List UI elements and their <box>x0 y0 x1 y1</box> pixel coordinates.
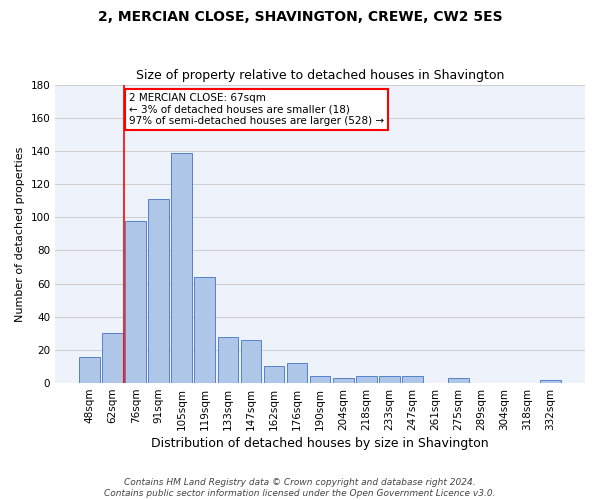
Bar <box>102 334 123 383</box>
Bar <box>125 220 146 383</box>
Text: 2 MERCIAN CLOSE: 67sqm
← 3% of detached houses are smaller (18)
97% of semi-deta: 2 MERCIAN CLOSE: 67sqm ← 3% of detached … <box>129 93 384 126</box>
Bar <box>310 376 331 383</box>
Bar <box>287 363 307 383</box>
Bar <box>79 356 100 383</box>
Bar <box>402 376 422 383</box>
Bar <box>194 277 215 383</box>
Bar <box>356 376 377 383</box>
Bar <box>333 378 353 383</box>
Text: 2, MERCIAN CLOSE, SHAVINGTON, CREWE, CW2 5ES: 2, MERCIAN CLOSE, SHAVINGTON, CREWE, CW2… <box>98 10 502 24</box>
Title: Size of property relative to detached houses in Shavington: Size of property relative to detached ho… <box>136 69 504 82</box>
Bar <box>379 376 400 383</box>
Bar <box>241 340 262 383</box>
Bar <box>172 152 192 383</box>
Text: Contains HM Land Registry data © Crown copyright and database right 2024.
Contai: Contains HM Land Registry data © Crown c… <box>104 478 496 498</box>
Bar <box>263 366 284 383</box>
Bar <box>218 336 238 383</box>
Bar <box>540 380 561 383</box>
X-axis label: Distribution of detached houses by size in Shavington: Distribution of detached houses by size … <box>151 437 489 450</box>
Y-axis label: Number of detached properties: Number of detached properties <box>15 146 25 322</box>
Bar <box>148 199 169 383</box>
Bar <box>448 378 469 383</box>
